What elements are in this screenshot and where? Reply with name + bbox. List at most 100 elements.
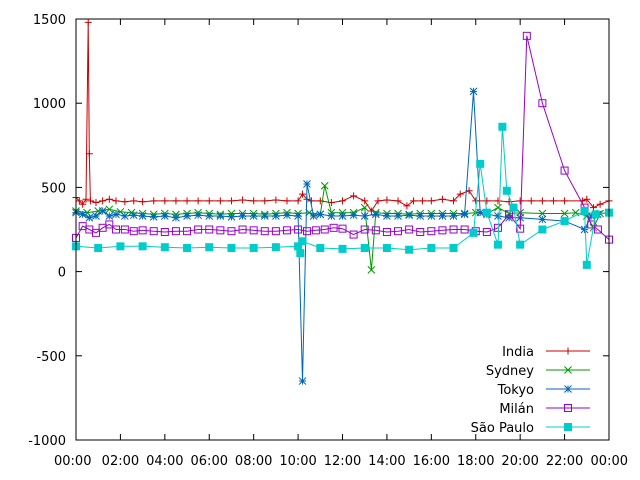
data-point — [205, 197, 213, 205]
data-point — [172, 197, 180, 205]
data-point — [283, 211, 291, 220]
data-point — [450, 197, 458, 205]
data-point — [374, 197, 382, 205]
data-point — [112, 210, 120, 219]
data-point — [183, 212, 191, 220]
x-tick-label: 20:00 — [501, 454, 538, 469]
data-point — [596, 200, 604, 208]
data-point — [79, 200, 87, 208]
data-point — [160, 243, 169, 252]
data-point — [261, 197, 269, 205]
data-point — [538, 197, 546, 205]
data-point — [239, 196, 247, 204]
data-point — [160, 228, 169, 237]
data-point — [149, 213, 158, 221]
data-point — [394, 197, 402, 205]
series-line — [75, 22, 610, 212]
data-point — [460, 225, 469, 234]
data-point — [311, 226, 320, 235]
x-tick-label: 06:00 — [191, 454, 228, 469]
data-point — [587, 212, 596, 220]
data-point — [75, 197, 83, 205]
data-point — [371, 210, 380, 219]
data-point — [271, 243, 280, 252]
data-point — [449, 212, 458, 220]
data-point — [460, 210, 469, 219]
data-point — [85, 213, 94, 222]
data-point — [130, 197, 138, 205]
data-point — [183, 227, 192, 236]
x-tick-label: 02:00 — [102, 454, 139, 469]
data-point — [139, 198, 147, 206]
data-point — [309, 212, 318, 220]
x-tick-label: 10:00 — [279, 454, 316, 469]
data-point — [360, 212, 369, 220]
data-point — [316, 210, 325, 219]
data-point — [149, 227, 158, 236]
data-point — [260, 227, 269, 236]
y-tick-label: -1000 — [28, 434, 66, 449]
series-tokyo — [72, 87, 613, 385]
data-point — [250, 197, 258, 205]
data-point — [438, 212, 447, 220]
data-point — [161, 197, 169, 205]
data-point — [382, 244, 391, 253]
data-point — [482, 208, 491, 217]
data-point — [227, 244, 236, 253]
axes-layer: -1000 -500 0 500 1000 1500 00:00 02:00 04:00 06:0… — [28, 13, 628, 469]
data-point — [271, 227, 280, 236]
data-point — [583, 195, 591, 203]
data-point — [538, 209, 547, 218]
data-point — [538, 225, 547, 234]
data-point — [85, 150, 93, 158]
data-point — [560, 217, 569, 226]
data-point — [593, 225, 602, 234]
data-point — [194, 211, 202, 220]
data-point — [302, 227, 311, 236]
data-point — [360, 203, 369, 212]
data-point — [502, 186, 511, 195]
x-tick-label: 04:00 — [146, 454, 183, 469]
series-s-o-paulo — [72, 122, 613, 269]
data-point — [349, 230, 358, 239]
data-point — [360, 225, 369, 234]
data-point — [360, 244, 369, 253]
data-point — [216, 212, 225, 220]
data-point — [116, 242, 125, 251]
data-point — [298, 377, 307, 385]
data-point — [272, 196, 280, 204]
data-point — [482, 228, 491, 237]
data-point — [382, 228, 391, 237]
data-point — [469, 228, 478, 237]
data-point — [516, 224, 525, 233]
y-tick-label: 1500 — [33, 13, 66, 28]
data-point — [522, 31, 531, 40]
data-point — [299, 190, 307, 198]
data-point — [99, 197, 107, 205]
data-point — [216, 197, 224, 205]
data-point — [82, 195, 90, 203]
data-point — [272, 212, 280, 220]
data-point — [105, 220, 114, 229]
x-tick-label: 00:00 — [54, 454, 91, 469]
data-point — [98, 207, 107, 215]
data-point — [394, 212, 402, 220]
data-point — [371, 226, 380, 235]
series-line — [75, 91, 610, 382]
data-point — [249, 226, 258, 235]
data-point — [560, 209, 569, 218]
data-point — [78, 210, 87, 219]
data-point — [172, 213, 180, 222]
data-point — [509, 203, 518, 212]
legend-label: Sydney — [486, 364, 534, 379]
data-point — [92, 212, 100, 220]
data-point — [227, 227, 236, 236]
data-point — [538, 99, 547, 108]
data-point — [538, 215, 547, 224]
data-point — [494, 197, 502, 205]
y-tick-label: 0 — [58, 266, 66, 281]
data-point — [405, 245, 414, 254]
data-point — [438, 195, 446, 203]
data-point — [298, 237, 307, 246]
data-point — [350, 192, 358, 200]
